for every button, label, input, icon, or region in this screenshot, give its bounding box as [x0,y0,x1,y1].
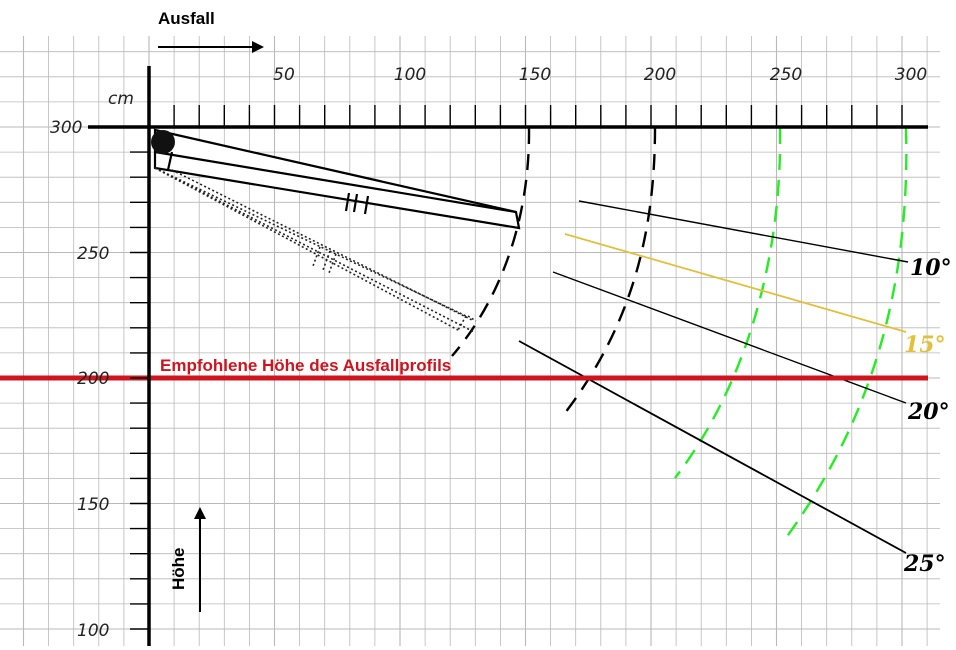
x-tick-label: 300 [895,65,927,85]
x-tick-labels: 50 100 150 200 250 300 [273,65,927,85]
y-tick-label: 150 [77,495,109,515]
x-tick-label: 50 [273,65,295,85]
arc-300 [782,127,908,543]
unit-label: cm [108,89,134,109]
x-tick-label: 200 [644,65,676,85]
angle-label-20: 20° [907,399,950,425]
awning-arm-lowered [154,167,477,333]
angle-label-10: 10° [910,255,952,281]
y-tick-labels: 300 250 200 150 100 [50,118,109,641]
angle-line-15 [564,233,907,333]
reach-arcs [451,127,908,543]
axis-ticks [130,105,903,630]
angle-label-25: 25° [903,551,946,577]
x-tick-label: 100 [394,65,426,85]
height-label: Höhe [169,548,188,591]
height-arrow-icon [194,507,206,612]
direction-label: Ausfall [158,9,215,28]
y-tick-label: 100 [77,621,109,641]
arc-250 [674,127,782,479]
angle-line-25 [518,340,907,554]
angle-line-10 [578,200,909,263]
y-tick-label: 300 [50,118,82,138]
angle-line-20 [552,271,907,404]
direction-arrow-icon [158,41,264,53]
arc-150 [451,127,531,357]
x-tick-label: 250 [770,65,802,85]
pivot-joint [151,130,175,154]
awning-arm-retracted [153,128,521,230]
y-tick-label: 200 [77,369,109,389]
x-tick-label: 150 [519,65,551,85]
arc-200 [564,127,657,414]
recommended-height-label: Empfohlene Höhe des Ausfallprofils [160,356,451,375]
angle-label-15: 15° [904,332,946,358]
y-tick-label: 250 [77,244,109,264]
